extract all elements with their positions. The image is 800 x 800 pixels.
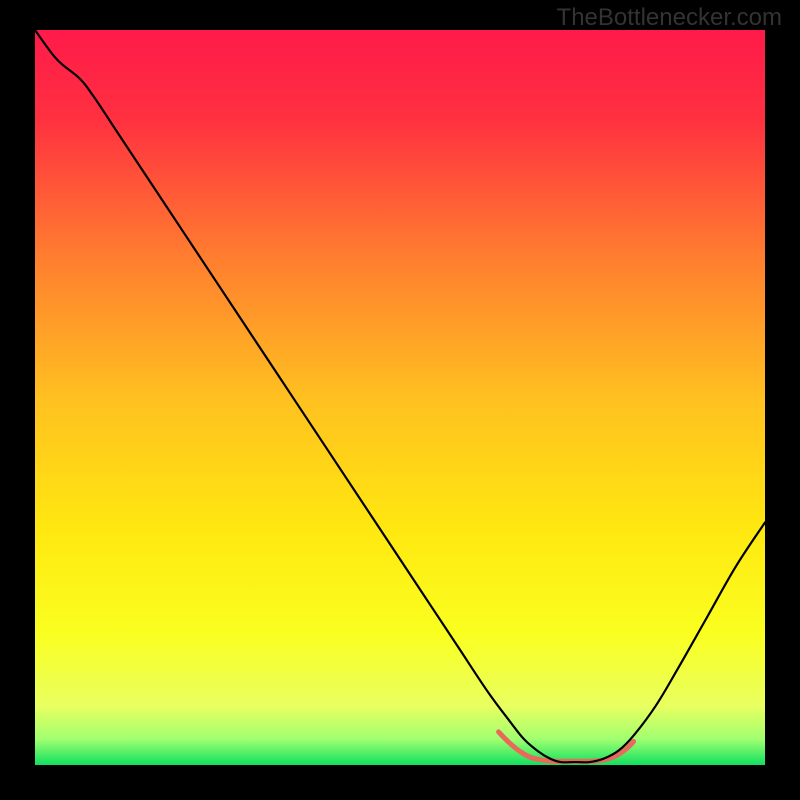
optimal-range-marker bbox=[499, 732, 634, 762]
watermark-text: TheBottlenecker.com bbox=[557, 4, 782, 32]
chart-area bbox=[35, 30, 765, 765]
chart-lines bbox=[35, 30, 765, 765]
bottleneck-curve bbox=[35, 30, 765, 762]
